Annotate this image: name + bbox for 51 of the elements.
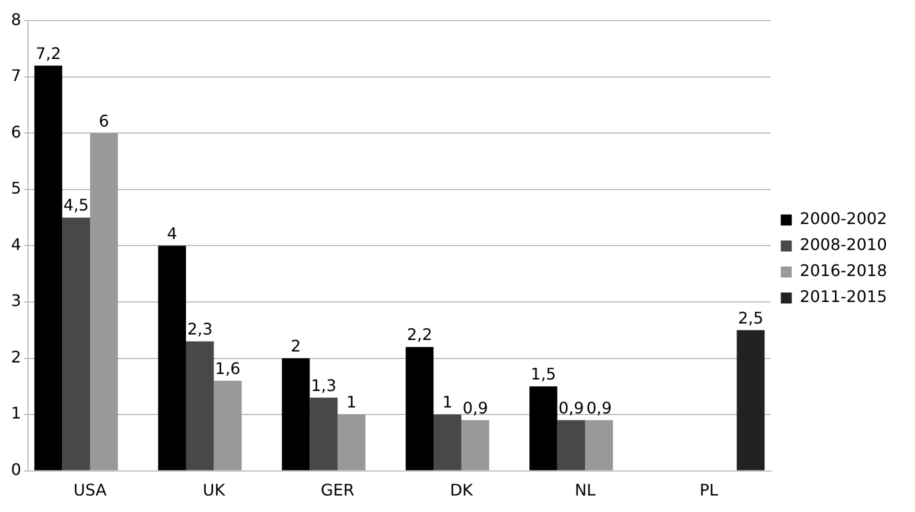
- bar: [62, 218, 90, 470]
- bar: [406, 346, 434, 470]
- bar: [736, 330, 765, 470]
- data-label: 4,5: [63, 196, 89, 215]
- y-tick-label: 1: [10, 404, 22, 423]
- bar: [434, 414, 462, 470]
- x-tick-label: PL: [700, 480, 718, 500]
- y-tick-label: 4: [10, 234, 22, 254]
- data-label: 2,5: [738, 308, 764, 328]
- bar: [214, 380, 242, 470]
- legend-label: 2011-2015: [800, 287, 888, 306]
- y-tick-label: 2: [10, 347, 22, 366]
- x-tick-label: UK: [202, 480, 226, 500]
- legend-label: 2016-2018: [800, 261, 888, 280]
- data-label: 1,5: [530, 364, 556, 384]
- legend-label: 2008-2010: [800, 235, 888, 254]
- bar: [282, 358, 310, 470]
- data-label: 1: [346, 392, 357, 412]
- x-tick-label: USA: [74, 480, 107, 500]
- y-tick-label: 3: [10, 291, 22, 310]
- data-label: 2,3: [187, 320, 213, 339]
- bar: [186, 341, 214, 470]
- data-label: 0,9: [558, 398, 584, 418]
- data-label: 6: [98, 111, 110, 130]
- data-label: 2,2: [406, 325, 432, 344]
- data-label: 7,2: [36, 44, 62, 63]
- data-label: 4: [166, 224, 178, 243]
- data-label: 1,3: [310, 376, 336, 395]
- bar: [585, 420, 613, 470]
- y-tick-label: 7: [10, 66, 22, 86]
- legend-label: 2000-2002: [800, 209, 888, 228]
- y-tick-label: 0: [10, 460, 22, 479]
- bar: [34, 66, 62, 470]
- bar: [557, 420, 586, 470]
- bar: [90, 133, 118, 470]
- x-tick-label: NL: [574, 480, 596, 500]
- bar: [310, 398, 338, 470]
- x-tick-label: DK: [450, 480, 474, 500]
- y-tick-label: 5: [10, 178, 22, 198]
- bar: [158, 246, 186, 470]
- bar: [338, 414, 366, 470]
- bar: [529, 386, 558, 470]
- y-tick-label: 6: [10, 122, 22, 142]
- data-label: 2: [290, 336, 301, 356]
- data-label: 0,9: [462, 398, 488, 418]
- data-label: 1: [442, 392, 453, 412]
- data-label: 1,6: [215, 358, 240, 378]
- bar: [461, 420, 490, 470]
- y-tick-label: 8: [10, 10, 22, 29]
- data-label: 0,9: [586, 398, 612, 418]
- x-tick-label: GER: [320, 480, 354, 500]
